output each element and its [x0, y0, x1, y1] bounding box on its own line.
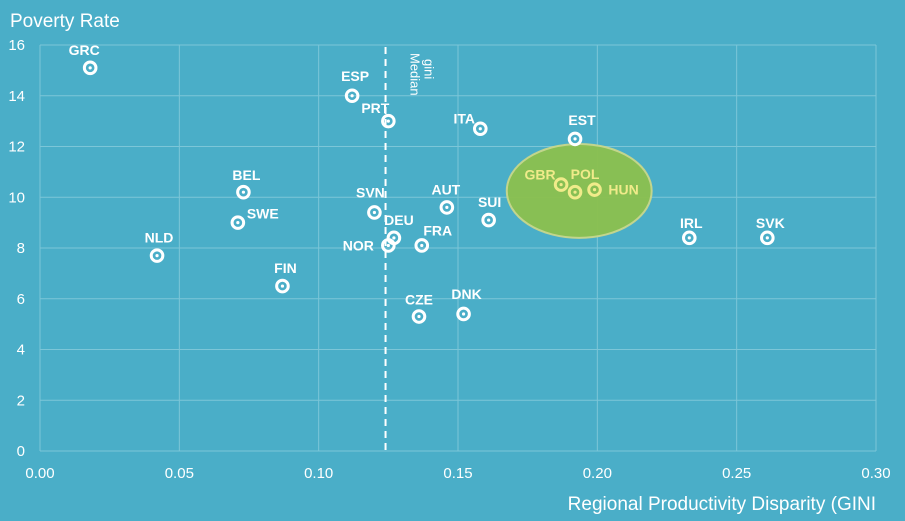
- point-center-grc: [88, 66, 92, 70]
- gridlines: [39, 44, 877, 452]
- point-label-svk: SVK: [756, 215, 785, 231]
- point-label-svn: SVN: [356, 184, 385, 200]
- x-tick-label: 0.00: [25, 465, 54, 482]
- point-label-aut: AUT: [431, 181, 460, 197]
- point-marker-cze: [411, 309, 427, 324]
- point-label-nor: NOR: [343, 237, 374, 253]
- point-center-svk: [765, 236, 769, 240]
- point-center-prt: [386, 119, 390, 123]
- point-marker-pol: [567, 184, 583, 200]
- point-center-esp: [350, 94, 354, 98]
- point-marker-esp: [344, 88, 360, 104]
- point-center-dnk: [461, 312, 466, 316]
- point-center-est: [573, 137, 577, 141]
- point-label-ita: ITA: [454, 111, 476, 127]
- point-marker-bel: [236, 184, 251, 200]
- point-marker-swe: [230, 215, 246, 230]
- data-points: [82, 60, 775, 324]
- x-axis-label: Regional Productivity Disparity (GINI: [568, 494, 876, 515]
- point-center-irl: [687, 236, 691, 240]
- y-tick-label: 8: [17, 240, 25, 257]
- point-center-svn: [372, 210, 376, 215]
- y-tick-label: 12: [8, 139, 25, 156]
- point-label-swe: SWE: [247, 206, 279, 222]
- point-center-pol: [573, 190, 577, 194]
- point-label-est: EST: [568, 112, 596, 128]
- point-marker-gbr: [553, 177, 569, 192]
- point-label-cze: CZE: [405, 292, 433, 308]
- point-center-nor: [386, 243, 390, 248]
- median-line-layer: Median gini: [384, 47, 437, 451]
- point-label-gbr: GBR: [525, 167, 556, 183]
- x-tick-label: 0.15: [443, 465, 472, 482]
- point-center-ita: [478, 127, 482, 131]
- point-label-dnk: DNK: [451, 286, 481, 302]
- point-label-irl: IRL: [680, 215, 703, 231]
- x-tick-label: 0.05: [165, 465, 194, 482]
- chart-title: Poverty Rate: [10, 11, 120, 32]
- point-marker-aut: [439, 200, 455, 215]
- y-tick-label: 10: [8, 189, 25, 206]
- y-tick-label: 2: [17, 392, 25, 409]
- y-tick-label: 16: [8, 37, 25, 54]
- axis-ticks: 0 2 4 6 8 10 12 14 16 0.00 0.05 0.10 0.15 0.20 0.25 0.3…: [8, 37, 890, 482]
- point-center-hun: [592, 188, 597, 192]
- y-tick-label: 6: [17, 291, 25, 308]
- point-marker-sui: [481, 212, 496, 228]
- point-marker-fra: [414, 238, 430, 253]
- point-label-sui: SUI: [478, 194, 501, 210]
- point-marker-irl: [681, 230, 697, 246]
- point-center-fin: [280, 284, 285, 288]
- point-marker-fin: [275, 278, 290, 294]
- point-center-sui: [487, 218, 491, 222]
- point-labels: GRC NLD SWE BEL FIN ESP SVN PRT NOR DEU CZE FRA AUT D…: [69, 42, 785, 308]
- x-tick-label: 0.25: [722, 465, 751, 482]
- point-label-fra: FRA: [423, 222, 452, 238]
- point-center-bel: [241, 190, 246, 194]
- point-label-grc: GRC: [69, 42, 100, 58]
- point-marker-ita: [472, 121, 488, 137]
- point-marker-dnk: [456, 306, 471, 322]
- point-marker-grc: [82, 60, 98, 76]
- point-marker-prt: [381, 113, 396, 129]
- median-label-line2: gini: [422, 59, 437, 79]
- point-label-fin: FIN: [274, 260, 297, 276]
- y-tick-label: 4: [17, 342, 25, 359]
- y-tick-label: 0: [17, 443, 25, 460]
- point-label-nld: NLD: [145, 230, 174, 246]
- point-center-swe: [236, 221, 240, 225]
- point-center-nld: [155, 254, 159, 258]
- x-tick-label: 0.20: [583, 465, 612, 482]
- point-center-aut: [445, 205, 449, 209]
- point-marker-est: [567, 131, 583, 147]
- point-label-hun: HUN: [608, 182, 638, 198]
- point-label-pol: POL: [571, 166, 600, 182]
- point-label-bel: BEL: [232, 167, 260, 183]
- point-label-esp: ESP: [341, 68, 369, 84]
- x-tick-label: 0.30: [861, 465, 890, 482]
- point-marker-svn: [367, 205, 382, 220]
- x-tick-label: 0.10: [304, 465, 333, 482]
- median-label-line1: Median: [408, 53, 423, 96]
- point-marker-deu: [386, 230, 402, 246]
- point-marker-svk: [760, 230, 775, 246]
- point-marker-nld: [149, 248, 165, 263]
- y-tick-label: 14: [8, 88, 25, 105]
- point-marker-hun: [587, 182, 602, 197]
- point-center-gbr: [559, 182, 563, 187]
- point-label-deu: DEU: [384, 212, 414, 228]
- point-center-cze: [417, 314, 421, 319]
- point-center-deu: [392, 236, 396, 240]
- point-center-fra: [420, 243, 424, 248]
- point-label-prt: PRT: [361, 100, 389, 116]
